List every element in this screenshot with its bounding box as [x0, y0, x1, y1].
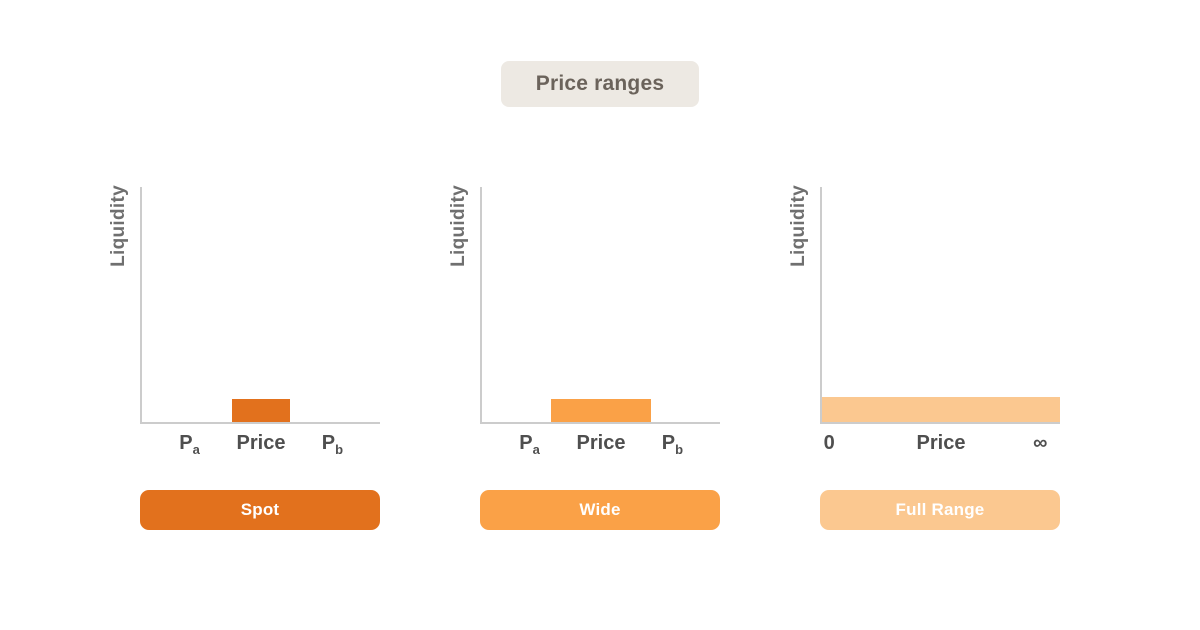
liquidity-bar [822, 397, 1060, 422]
x-tick-price: Price [236, 432, 286, 454]
full-range-plot-area: Liquidity 0 Price ∞ [788, 185, 1060, 454]
page-title: Price ranges [535, 72, 665, 95]
chart-panel-wide: Liquidity Pa Price Pb Wide [448, 185, 720, 530]
price-ranges-badge: Price ranges [501, 61, 699, 107]
wide-button[interactable]: Wide [480, 490, 720, 530]
x-tick-price: Price [916, 432, 966, 454]
x-tick-price: Price [576, 432, 626, 454]
full-range-button[interactable]: Full Range [820, 490, 1060, 530]
chart-panel-full-range: Liquidity 0 Price ∞ Full Range [788, 185, 1060, 530]
x-tick-pa: Pa [519, 432, 540, 457]
liquidity-bar [232, 398, 290, 422]
x-tick-pb: Pb [321, 432, 344, 457]
x-tick-infinity: ∞ [1033, 432, 1048, 454]
chart-panel-spot: Liquidity Pa Price Pb Spot [108, 185, 380, 530]
x-tick-pa: Pa [179, 432, 200, 457]
wide-plot-area: Liquidity Pa Price Pb [448, 185, 720, 456]
x-tick-zero: 0 [823, 432, 835, 454]
x-tick-pb: Pb [661, 432, 684, 457]
spot-y-axis-label: Liquidity [108, 185, 129, 267]
wide-y-axis-label: Liquidity [448, 185, 469, 267]
spot-plot-area: Liquidity Pa Price Pb [108, 185, 380, 456]
full-range-y-axis-label: Liquidity [788, 185, 809, 267]
liquidity-bar [551, 398, 651, 422]
spot-button[interactable]: Spot [140, 490, 380, 530]
